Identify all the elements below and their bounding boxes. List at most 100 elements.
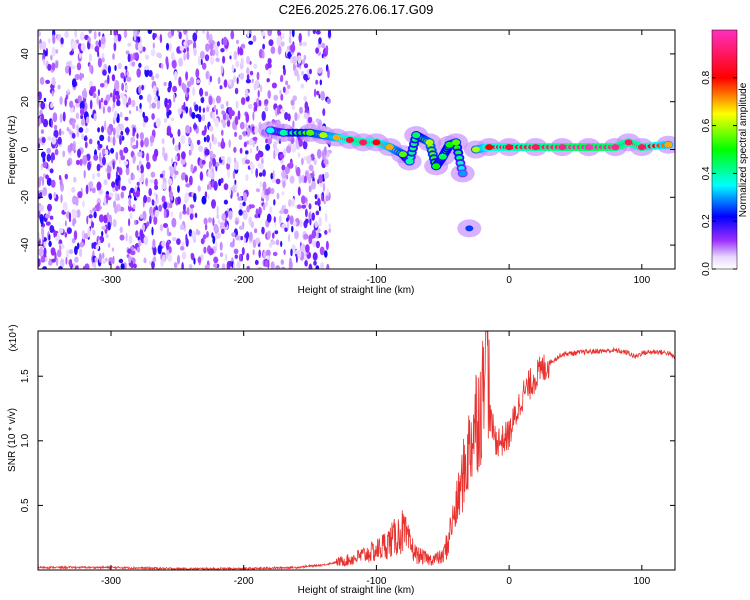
noise-speckle <box>234 179 237 185</box>
noise-speckle <box>84 141 88 149</box>
noise-speckle <box>303 73 308 81</box>
noise-speckle <box>274 222 277 227</box>
noise-speckle <box>254 79 260 89</box>
noise-speckle <box>240 43 246 49</box>
noise-speckle <box>51 136 57 145</box>
noise-speckle <box>38 30 41 37</box>
noise-speckle <box>242 211 248 220</box>
noise-speckle <box>317 198 321 207</box>
noise-speckle <box>51 90 54 97</box>
noise-speckle <box>161 138 165 145</box>
noise-speckle <box>83 169 86 179</box>
noise-speckle <box>40 151 46 159</box>
noise-speckle <box>317 228 321 233</box>
noise-speckle <box>275 178 281 185</box>
noise-speckle <box>94 257 98 263</box>
noise-speckle <box>80 119 86 126</box>
noise-speckle <box>207 169 212 178</box>
noise-speckle <box>120 130 124 136</box>
noise-speckle <box>195 30 198 34</box>
noise-speckle <box>198 105 202 113</box>
noise-speckle <box>138 107 143 113</box>
noise-speckle <box>308 185 312 193</box>
noise-speckle <box>137 151 143 157</box>
noise-speckle <box>253 63 258 69</box>
noise-speckle <box>271 82 277 89</box>
noise-speckle <box>163 81 167 87</box>
noise-speckle <box>89 86 95 94</box>
noise-speckle <box>246 265 250 269</box>
noise-speckle <box>266 230 271 240</box>
noise-speckle <box>54 251 57 262</box>
spectrogram-y-ticks: -40 -20 0 20 40 <box>20 48 675 252</box>
noise-speckle <box>173 262 178 269</box>
noise-speckle <box>315 118 320 123</box>
noise-speckle <box>75 196 79 206</box>
noise-speckle <box>283 208 289 215</box>
noise-speckle <box>55 60 59 69</box>
noise-speckle <box>159 173 164 178</box>
noise-speckle <box>49 215 54 220</box>
noise-speckle <box>152 42 155 49</box>
noise-speckle <box>286 217 289 222</box>
noise-speckle <box>77 148 81 158</box>
trace-point <box>471 146 480 153</box>
noise-speckle <box>298 138 303 147</box>
noise-speckle <box>315 265 320 269</box>
noise-speckle <box>303 54 307 61</box>
noise-speckle <box>127 248 132 254</box>
noise-speckle <box>183 41 187 47</box>
trace-point <box>531 144 540 151</box>
noise-speckle <box>229 188 232 196</box>
noise-speckle <box>264 99 269 105</box>
noise-speckle <box>59 258 65 269</box>
noise-speckle <box>276 106 280 115</box>
noise-speckle <box>217 141 221 147</box>
noise-speckle <box>117 62 122 70</box>
noise-speckle <box>319 246 325 256</box>
noise-speckle <box>59 113 63 123</box>
noise-speckle <box>275 265 280 269</box>
noise-speckle <box>204 125 207 134</box>
noise-speckle <box>297 112 300 120</box>
noise-speckle <box>314 194 318 200</box>
noise-speckle <box>308 234 313 245</box>
noise-speckle <box>231 232 236 238</box>
noise-speckle <box>180 157 186 165</box>
noise-speckle <box>235 235 240 241</box>
noise-speckle <box>185 124 191 134</box>
noise-speckle <box>107 65 111 74</box>
noise-speckle <box>287 52 292 58</box>
noise-speckle <box>301 59 305 65</box>
chart-title: C2E6.2025.276.06.17.G09 <box>279 2 434 17</box>
noise-speckle <box>143 257 147 264</box>
noise-speckle <box>274 230 279 235</box>
noise-speckle <box>71 186 76 193</box>
noise-speckle <box>40 101 46 110</box>
noise-speckle <box>253 228 258 234</box>
noise-speckle <box>79 100 85 111</box>
noise-speckle <box>64 173 69 180</box>
noise-speckle <box>212 112 216 122</box>
noise-speckle <box>118 258 124 264</box>
noise-speckle <box>190 253 195 261</box>
noise-speckle <box>250 169 253 174</box>
noise-speckle <box>268 69 272 76</box>
noise-speckle <box>269 206 273 214</box>
noise-speckle <box>87 161 91 171</box>
trace-point <box>345 136 354 143</box>
noise-speckle <box>223 199 228 205</box>
noise-speckle <box>219 241 223 251</box>
noise-speckle <box>242 201 246 207</box>
noise-speckle <box>272 141 277 151</box>
noise-speckle <box>111 104 114 113</box>
noise-speckle <box>228 139 231 148</box>
noise-speckle <box>305 244 310 253</box>
noise-speckle <box>226 113 229 122</box>
noise-speckle <box>221 137 224 147</box>
noise-speckle <box>309 68 312 75</box>
noise-speckle <box>291 143 297 153</box>
noise-speckle <box>315 47 319 54</box>
noise-speckle <box>107 106 112 113</box>
